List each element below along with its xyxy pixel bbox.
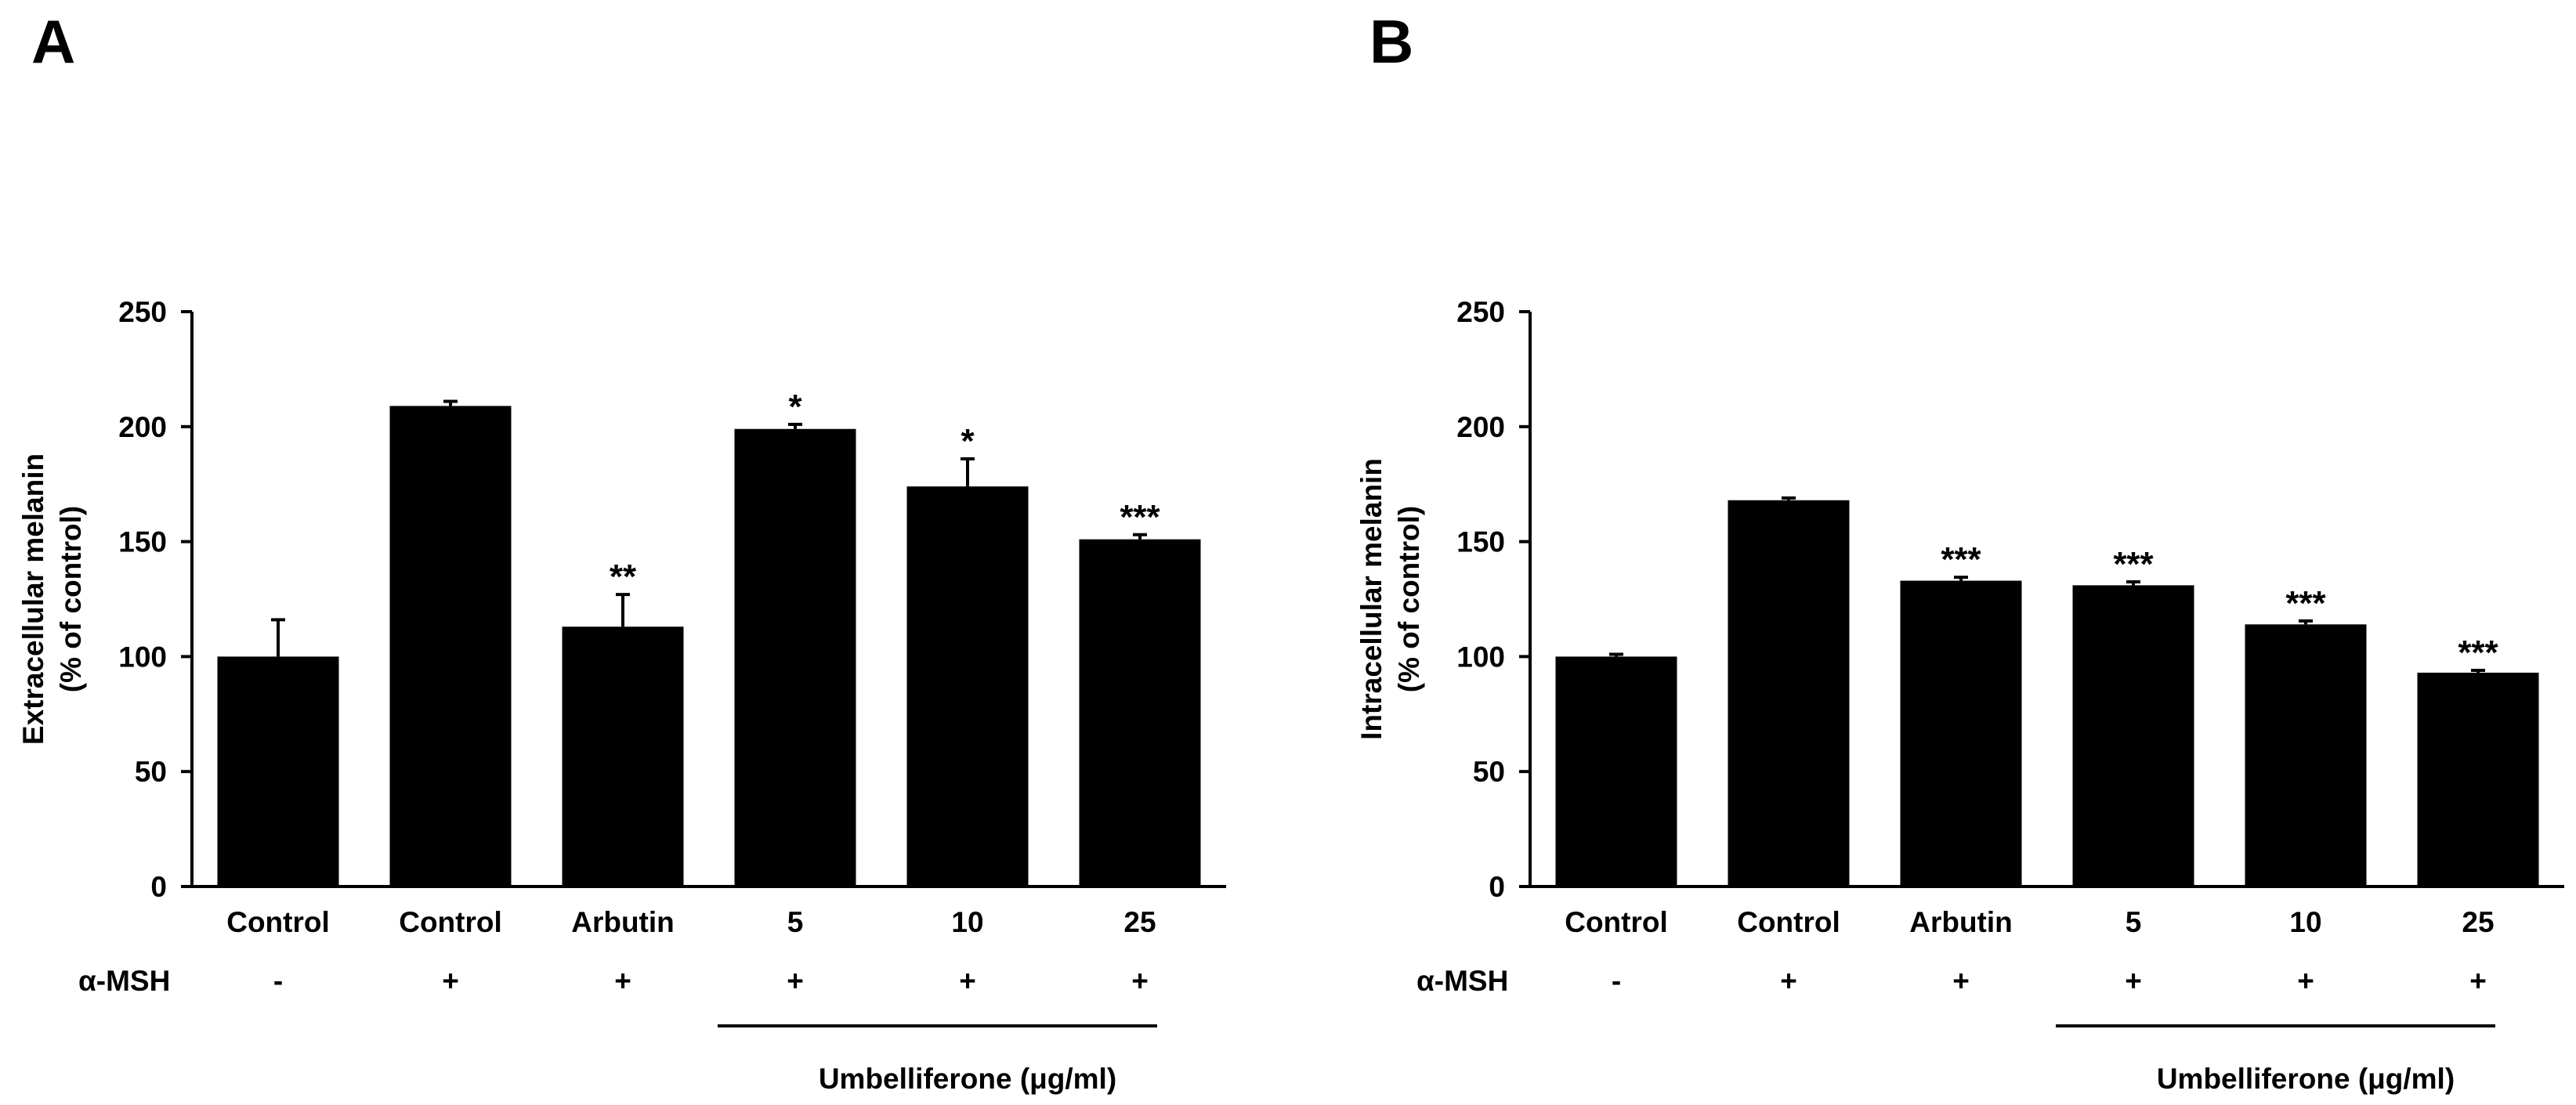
- panel-a-category-label: Control: [399, 906, 502, 938]
- panel-a-y-tick-label: 0: [150, 871, 167, 903]
- panel-a-significance-mark: *: [961, 422, 975, 460]
- panel-a-category-label: 5: [787, 906, 804, 938]
- panel-b-category-label: 10: [2289, 906, 2321, 938]
- panel-b-bar: [2417, 672, 2539, 887]
- panel-b-significance-mark: ***: [1941, 540, 1981, 579]
- panel-b-category-label: Control: [1565, 906, 1668, 938]
- panel-a-label: A: [31, 7, 75, 76]
- panel-b-treatment-mark: +: [1780, 965, 1797, 997]
- panel-b-bar: [2245, 624, 2367, 887]
- panel-b-bar: [1900, 580, 2022, 887]
- panel-a-group-label: Umbelliferone (μg/ml): [819, 1063, 1116, 1095]
- panel-b-significance-mark: ***: [2285, 584, 2326, 623]
- panel-b-significance-mark: ***: [2113, 545, 2154, 583]
- panel-b-treatment-mark: +: [1952, 965, 1970, 997]
- panel-b-treatment-mark: +: [2125, 965, 2142, 997]
- panel-b-label: B: [1369, 7, 1413, 76]
- panel-b-significance-mark: ***: [2458, 634, 2498, 672]
- panel-a-y-tick-label: 250: [118, 296, 167, 328]
- panel-b-category-label: 25: [2462, 906, 2494, 938]
- panel-b-y-tick-label: 0: [1489, 871, 1505, 903]
- panel-a-significance-mark: ***: [1120, 498, 1160, 536]
- panel-b-y-tick-label: 50: [1473, 756, 1505, 788]
- panel-a-bar: [734, 428, 856, 887]
- panel-a-y-tick-label: 150: [118, 526, 167, 558]
- panel-b-bar: [2072, 585, 2194, 887]
- panel-b-y-tick-label: 200: [1456, 411, 1505, 443]
- panel-a-bar: [389, 406, 512, 887]
- panel-b-y-tick-label: 100: [1456, 641, 1505, 673]
- panel-a-bar: [217, 656, 339, 887]
- panel-b-treatment-mark: +: [2469, 965, 2487, 997]
- panel-b-treatment-mark: +: [2297, 965, 2314, 997]
- panel-b-bar: [1555, 656, 1677, 887]
- panel-b-category-label: Arbutin: [1909, 906, 2013, 938]
- panel-b-treatment-mark: -: [1612, 965, 1621, 997]
- panel-a-row-label: α-MSH: [78, 965, 170, 997]
- panel-a-y-tick-label: 200: [118, 411, 167, 443]
- panel-a-treatment-mark: +: [787, 965, 804, 997]
- panel-b-category-label: 5: [2126, 906, 2142, 938]
- panel-b-y-axis-title: Intracellular melanin: [1355, 458, 1387, 740]
- panel-a-significance-mark: *: [788, 388, 802, 426]
- panel-a-treatment-mark: +: [959, 965, 976, 997]
- panel-a-y-axis-subtitle: (% of control): [55, 506, 87, 692]
- panel-b-category-label: Control: [1737, 906, 1840, 938]
- panel-b-bar: [1728, 500, 1850, 887]
- panel-a-treatment-mark: +: [442, 965, 459, 997]
- panel-b-row-label: α-MSH: [1416, 965, 1508, 997]
- panel-a-bar: [562, 627, 684, 887]
- panel-a-y-tick-label: 50: [135, 756, 167, 788]
- panel-a-category-label: 10: [951, 906, 983, 938]
- panel-a-y-axis-title: Extracellular melanin: [17, 453, 49, 745]
- panel-a-treatment-mark: -: [273, 965, 283, 997]
- panel-a-category-label: Arbutin: [571, 906, 675, 938]
- panel-b-y-tick-label: 150: [1456, 526, 1505, 558]
- panel-a-category-label: 25: [1123, 906, 1156, 938]
- panel-b-y-axis-subtitle: (% of control): [1393, 506, 1425, 692]
- panel-a-category-label: Control: [226, 906, 330, 938]
- panel-a-treatment-mark: +: [614, 965, 631, 997]
- panel-a-significance-mark: **: [610, 558, 637, 596]
- panel-a-y-tick-label: 100: [118, 641, 167, 673]
- panel-a-bar: [906, 486, 1029, 887]
- panel-b-group-label: Umbelliferone (μg/ml): [2157, 1063, 2455, 1095]
- panel-b-y-tick-label: 250: [1456, 296, 1505, 328]
- panel-a-treatment-mark: +: [1131, 965, 1149, 997]
- panel-a-bar: [1079, 539, 1201, 887]
